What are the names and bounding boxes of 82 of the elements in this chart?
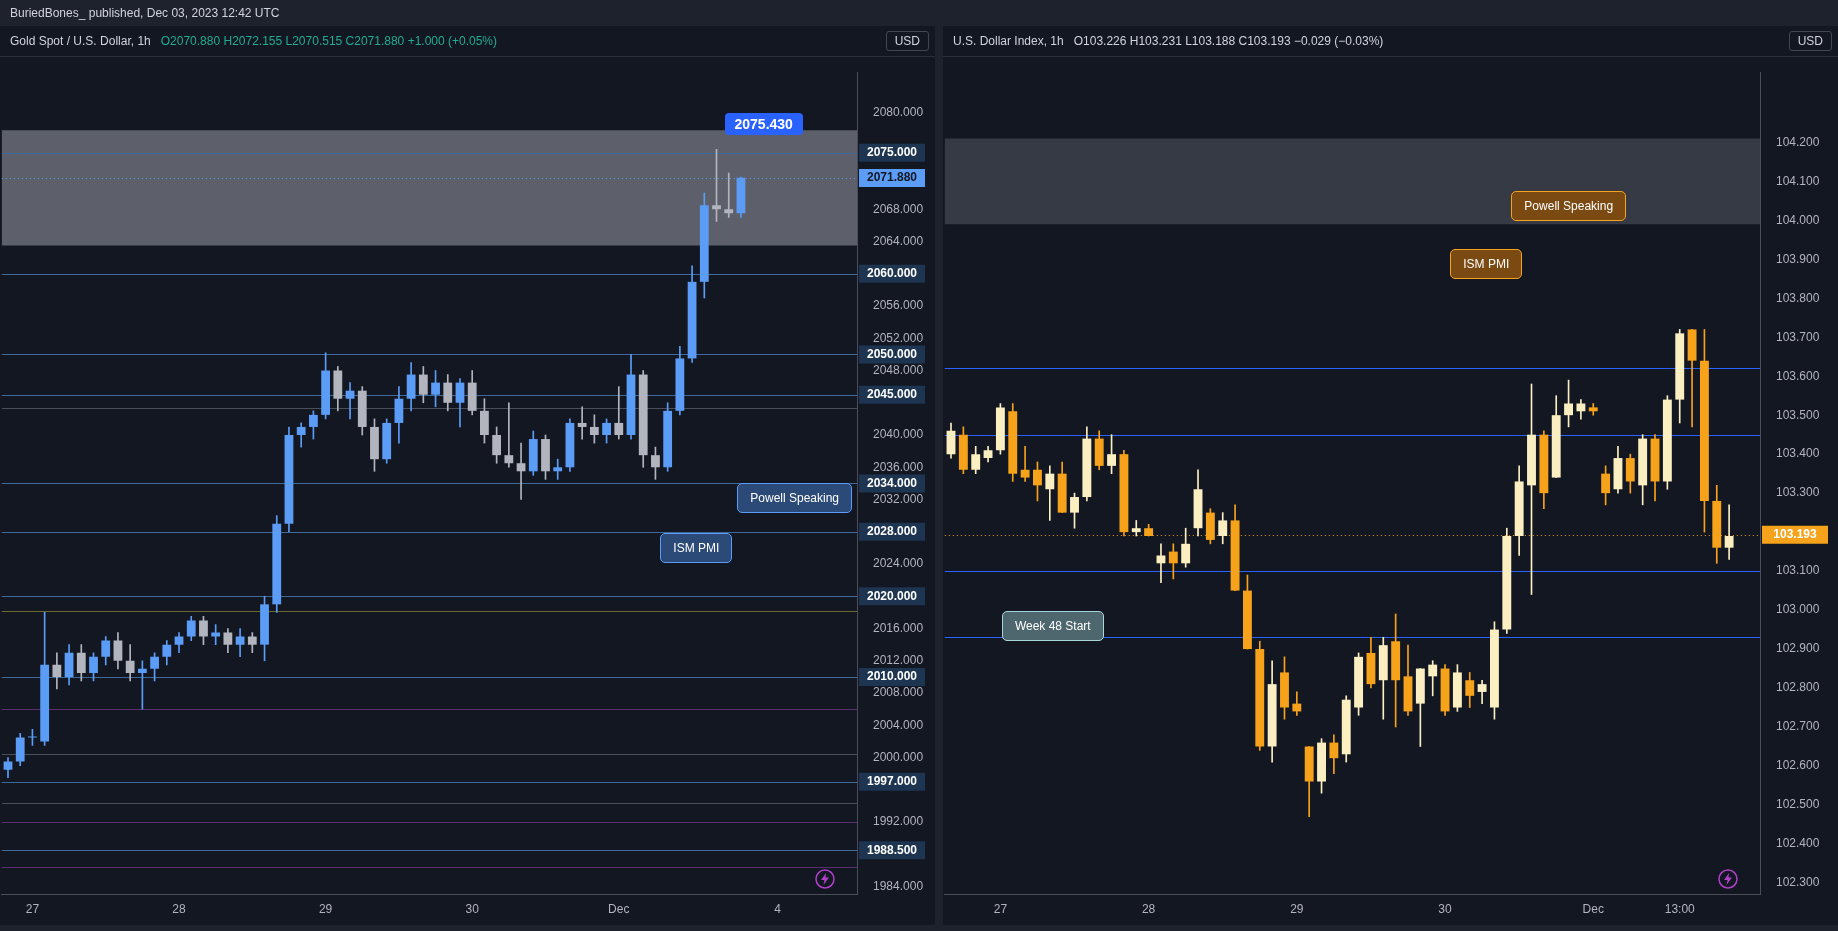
ref-line-label: 103.193 xyxy=(1773,527,1818,542)
x-tick-label: Dec xyxy=(608,902,630,917)
y-tick-label: 103.600 xyxy=(1776,368,1820,383)
ref-line-label: 1997.000 xyxy=(866,774,918,789)
ref-line-label: 2020.000 xyxy=(866,588,918,603)
y-tick-label: 2000.000 xyxy=(873,749,924,764)
x-tick-label: 13:00 xyxy=(1664,902,1696,917)
y-tick-label: 2036.000 xyxy=(873,459,924,474)
x-tick-label: 27 xyxy=(25,902,40,917)
text: BuriedBones_ published, Dec 03, 2023 12:42 UTC xyxy=(10,6,280,20)
candlestick xyxy=(724,172,734,218)
y-tick-label: 2048.000 xyxy=(873,362,924,377)
y-tick-label: 1992.000 xyxy=(873,814,924,829)
y-tick-label: 102.600 xyxy=(1776,758,1820,773)
y-axis-title: USD xyxy=(1788,31,1832,51)
ref-line-label: 2060.000 xyxy=(866,266,918,281)
ref-line-label: 2028.000 xyxy=(866,524,918,539)
y-tick-label: 103.400 xyxy=(1776,446,1820,461)
y-tick-label: 2012.000 xyxy=(873,653,924,668)
y-tick-label: 104.000 xyxy=(1776,212,1820,227)
candlestick xyxy=(516,442,526,500)
y-tick-label: 102.300 xyxy=(1776,875,1820,890)
y-tick-label: 2024.000 xyxy=(873,556,924,571)
y-tick-label: 102.800 xyxy=(1776,680,1820,695)
x-tick-label: 30 xyxy=(465,902,480,917)
y-axis-title: USD xyxy=(885,31,929,51)
x-tick-label: 27 xyxy=(993,902,1008,917)
y-tick-label: 2004.000 xyxy=(873,717,924,732)
y-tick-label: 103.100 xyxy=(1776,563,1820,578)
y-tick-label: 102.500 xyxy=(1776,797,1820,812)
y-tick-label: 104.200 xyxy=(1776,134,1820,149)
x-tick-label: 4 xyxy=(774,902,782,917)
y-tick-label: 103.900 xyxy=(1776,251,1820,266)
candlestick xyxy=(345,382,355,420)
x-tick-label: 28 xyxy=(172,902,187,917)
x-tick-label: 28 xyxy=(1141,902,1156,917)
candlestick xyxy=(577,406,587,440)
ref-line-label: 1988.500 xyxy=(866,842,918,857)
y-tick-label: 2008.000 xyxy=(873,685,924,700)
ref-line-label: 2050.000 xyxy=(866,346,918,361)
y-tick-label: 2032.000 xyxy=(873,491,924,506)
y-tick-label: 103.500 xyxy=(1776,407,1820,422)
x-tick-label: 30 xyxy=(1438,902,1453,917)
x-tick-label: Dec xyxy=(1582,902,1604,917)
y-tick-label: 2016.000 xyxy=(873,620,924,635)
y-tick-label: 1984.000 xyxy=(873,878,924,893)
y-tick-label: 103.800 xyxy=(1776,290,1820,305)
annotation: ISM PMI xyxy=(1450,249,1523,280)
y-tick-label: 102.400 xyxy=(1776,836,1820,851)
x-tick-label: 29 xyxy=(1290,902,1304,917)
y-tick-label: 2052.000 xyxy=(873,330,924,345)
ref-line-label: 2010.000 xyxy=(866,669,918,684)
y-tick-label: 102.900 xyxy=(1776,641,1820,656)
annotation: Powell Speaking xyxy=(1511,191,1627,222)
annotation: ISM PMI xyxy=(660,532,733,563)
y-tick-label: 103.000 xyxy=(1776,602,1820,617)
ref-line-label: 2071.880 xyxy=(866,170,918,185)
annotation: Powell Speaking xyxy=(737,483,853,514)
ref-line-label: 2034.000 xyxy=(866,475,918,490)
y-tick-label: 2080.000 xyxy=(873,104,924,119)
candlestick xyxy=(553,458,563,480)
candlestick xyxy=(1724,504,1734,560)
y-tick-label: 102.700 xyxy=(1776,719,1820,734)
annotation: 2075.430 xyxy=(724,113,803,136)
y-tick-label: 2040.000 xyxy=(873,427,924,442)
candlestick xyxy=(1020,446,1030,482)
y-tick-label: 103.300 xyxy=(1776,485,1820,500)
ref-line-label: 2045.000 xyxy=(866,387,918,402)
candlestick xyxy=(614,386,624,440)
y-tick-label: 2068.000 xyxy=(873,201,924,216)
y-tick-label: 2064.000 xyxy=(873,233,924,248)
candlestick xyxy=(504,402,514,468)
x-tick-label: 29 xyxy=(318,902,333,917)
y-tick-label: 2056.000 xyxy=(873,298,924,313)
ref-line-label: 2075.000 xyxy=(866,145,918,160)
chart-title: Gold Spot / U.S. Dollar, 1h xyxy=(10,34,151,48)
annotation: Week 48 Start xyxy=(1001,610,1104,641)
chart-subtitle: O103.226 H103.231 L103.188 C103.193 −0.029 (−0.03%) xyxy=(1073,34,1384,48)
y-tick-label: 103.700 xyxy=(1776,329,1820,344)
chart-title: U.S. Dollar Index, 1h xyxy=(953,34,1064,48)
y-tick-label: 104.100 xyxy=(1776,173,1820,188)
chart-subtitle: O2070.880 H2072.155 L2070.515 C2071.880 +1.000 (+0.05%) xyxy=(160,34,498,48)
